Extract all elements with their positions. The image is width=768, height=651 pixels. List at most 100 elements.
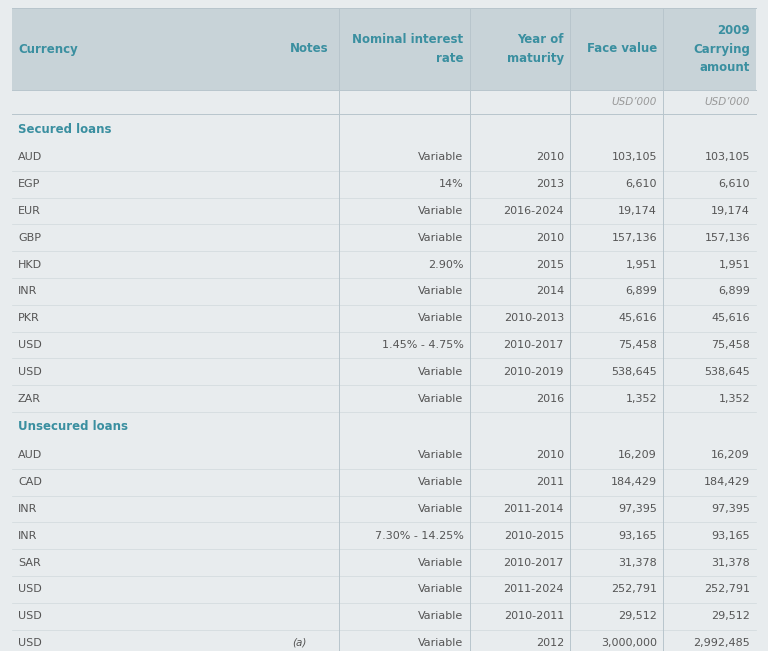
Text: Variable: Variable <box>419 504 464 514</box>
Bar <box>12 198 756 225</box>
Text: AUD: AUD <box>18 450 42 460</box>
Text: 45,616: 45,616 <box>711 313 750 323</box>
Text: CAD: CAD <box>18 477 42 487</box>
Text: INR: INR <box>18 504 38 514</box>
Text: USD’000: USD’000 <box>704 97 750 107</box>
Text: 75,458: 75,458 <box>618 340 657 350</box>
Text: Variable: Variable <box>419 367 464 377</box>
Text: 16,209: 16,209 <box>711 450 750 460</box>
Bar <box>12 442 756 469</box>
Text: maturity: maturity <box>507 52 564 65</box>
Text: 1,951: 1,951 <box>718 260 750 270</box>
Text: 2.90%: 2.90% <box>428 260 464 270</box>
Text: 97,395: 97,395 <box>618 504 657 514</box>
Text: USD’000: USD’000 <box>611 97 657 107</box>
Bar <box>12 171 756 198</box>
Text: 6,899: 6,899 <box>718 286 750 296</box>
Text: ZAR: ZAR <box>18 394 41 404</box>
Text: Variable: Variable <box>419 313 464 323</box>
Text: USD: USD <box>18 611 41 621</box>
Bar <box>12 90 756 114</box>
Text: AUD: AUD <box>18 152 42 162</box>
Text: Variable: Variable <box>419 638 464 648</box>
Bar <box>12 278 756 305</box>
Text: Year of: Year of <box>518 33 564 46</box>
Text: INR: INR <box>18 286 38 296</box>
Text: 538,645: 538,645 <box>611 367 657 377</box>
Text: 2015: 2015 <box>536 260 564 270</box>
Text: 1,352: 1,352 <box>718 394 750 404</box>
Text: 19,174: 19,174 <box>618 206 657 216</box>
Text: 2010: 2010 <box>536 152 564 162</box>
Text: 2011-2014: 2011-2014 <box>504 504 564 514</box>
Text: 2010-2017: 2010-2017 <box>504 558 564 568</box>
Bar <box>12 359 756 385</box>
Text: Unsecured loans: Unsecured loans <box>18 421 128 434</box>
Text: 75,458: 75,458 <box>711 340 750 350</box>
Text: 103,105: 103,105 <box>611 152 657 162</box>
Text: 1,352: 1,352 <box>625 394 657 404</box>
Text: 252,791: 252,791 <box>704 585 750 594</box>
Text: USD: USD <box>18 367 41 377</box>
Text: 2016-2024: 2016-2024 <box>504 206 564 216</box>
Text: USD: USD <box>18 585 41 594</box>
Text: HKD: HKD <box>18 260 42 270</box>
Text: EUR: EUR <box>18 206 41 216</box>
Bar <box>12 549 756 576</box>
Text: Secured loans: Secured loans <box>18 122 111 135</box>
Text: 3,000,000: 3,000,000 <box>601 638 657 648</box>
Text: 252,791: 252,791 <box>611 585 657 594</box>
Text: 6,610: 6,610 <box>719 179 750 189</box>
Text: 184,429: 184,429 <box>611 477 657 487</box>
Text: Carrying: Carrying <box>694 42 750 55</box>
Text: 2012: 2012 <box>536 638 564 648</box>
Text: 31,378: 31,378 <box>618 558 657 568</box>
Text: 2009: 2009 <box>717 25 750 38</box>
Text: Variable: Variable <box>419 477 464 487</box>
Text: 2010-2013: 2010-2013 <box>504 313 564 323</box>
Text: amount: amount <box>700 61 750 74</box>
Bar <box>12 576 756 603</box>
Text: Face value: Face value <box>587 42 657 55</box>
Text: 538,645: 538,645 <box>704 367 750 377</box>
Text: USD: USD <box>18 638 41 648</box>
Text: 2,992,485: 2,992,485 <box>694 638 750 648</box>
Text: 2010: 2010 <box>536 233 564 243</box>
Bar <box>12 225 756 251</box>
Text: 103,105: 103,105 <box>704 152 750 162</box>
Text: USD: USD <box>18 340 41 350</box>
Text: Variable: Variable <box>419 233 464 243</box>
Text: Variable: Variable <box>419 206 464 216</box>
Text: 19,174: 19,174 <box>711 206 750 216</box>
Text: Variable: Variable <box>419 450 464 460</box>
Bar <box>12 385 756 412</box>
Text: Variable: Variable <box>419 585 464 594</box>
Text: 2011: 2011 <box>536 477 564 487</box>
Text: 2010-2015: 2010-2015 <box>504 531 564 541</box>
Bar <box>12 144 756 171</box>
Bar <box>12 630 756 651</box>
Text: INR: INR <box>18 531 38 541</box>
Text: 184,429: 184,429 <box>704 477 750 487</box>
Text: 2010-2011: 2010-2011 <box>504 611 564 621</box>
Text: 14%: 14% <box>439 179 464 189</box>
Text: (a): (a) <box>292 638 306 648</box>
Text: 7.30% - 14.25%: 7.30% - 14.25% <box>375 531 464 541</box>
Text: 2010-2017: 2010-2017 <box>504 340 564 350</box>
Text: PKR: PKR <box>18 313 40 323</box>
Bar <box>12 469 756 495</box>
Text: 1.45% - 4.75%: 1.45% - 4.75% <box>382 340 464 350</box>
Text: 93,165: 93,165 <box>711 531 750 541</box>
Text: Variable: Variable <box>419 286 464 296</box>
Text: 1,951: 1,951 <box>625 260 657 270</box>
Text: Variable: Variable <box>419 394 464 404</box>
Text: 29,512: 29,512 <box>711 611 750 621</box>
Bar <box>12 331 756 359</box>
Text: GBP: GBP <box>18 233 41 243</box>
Bar <box>12 603 756 630</box>
Bar <box>12 495 756 522</box>
Text: 2010-2019: 2010-2019 <box>504 367 564 377</box>
Text: 93,165: 93,165 <box>618 531 657 541</box>
Text: 2016: 2016 <box>536 394 564 404</box>
Text: 2010: 2010 <box>536 450 564 460</box>
